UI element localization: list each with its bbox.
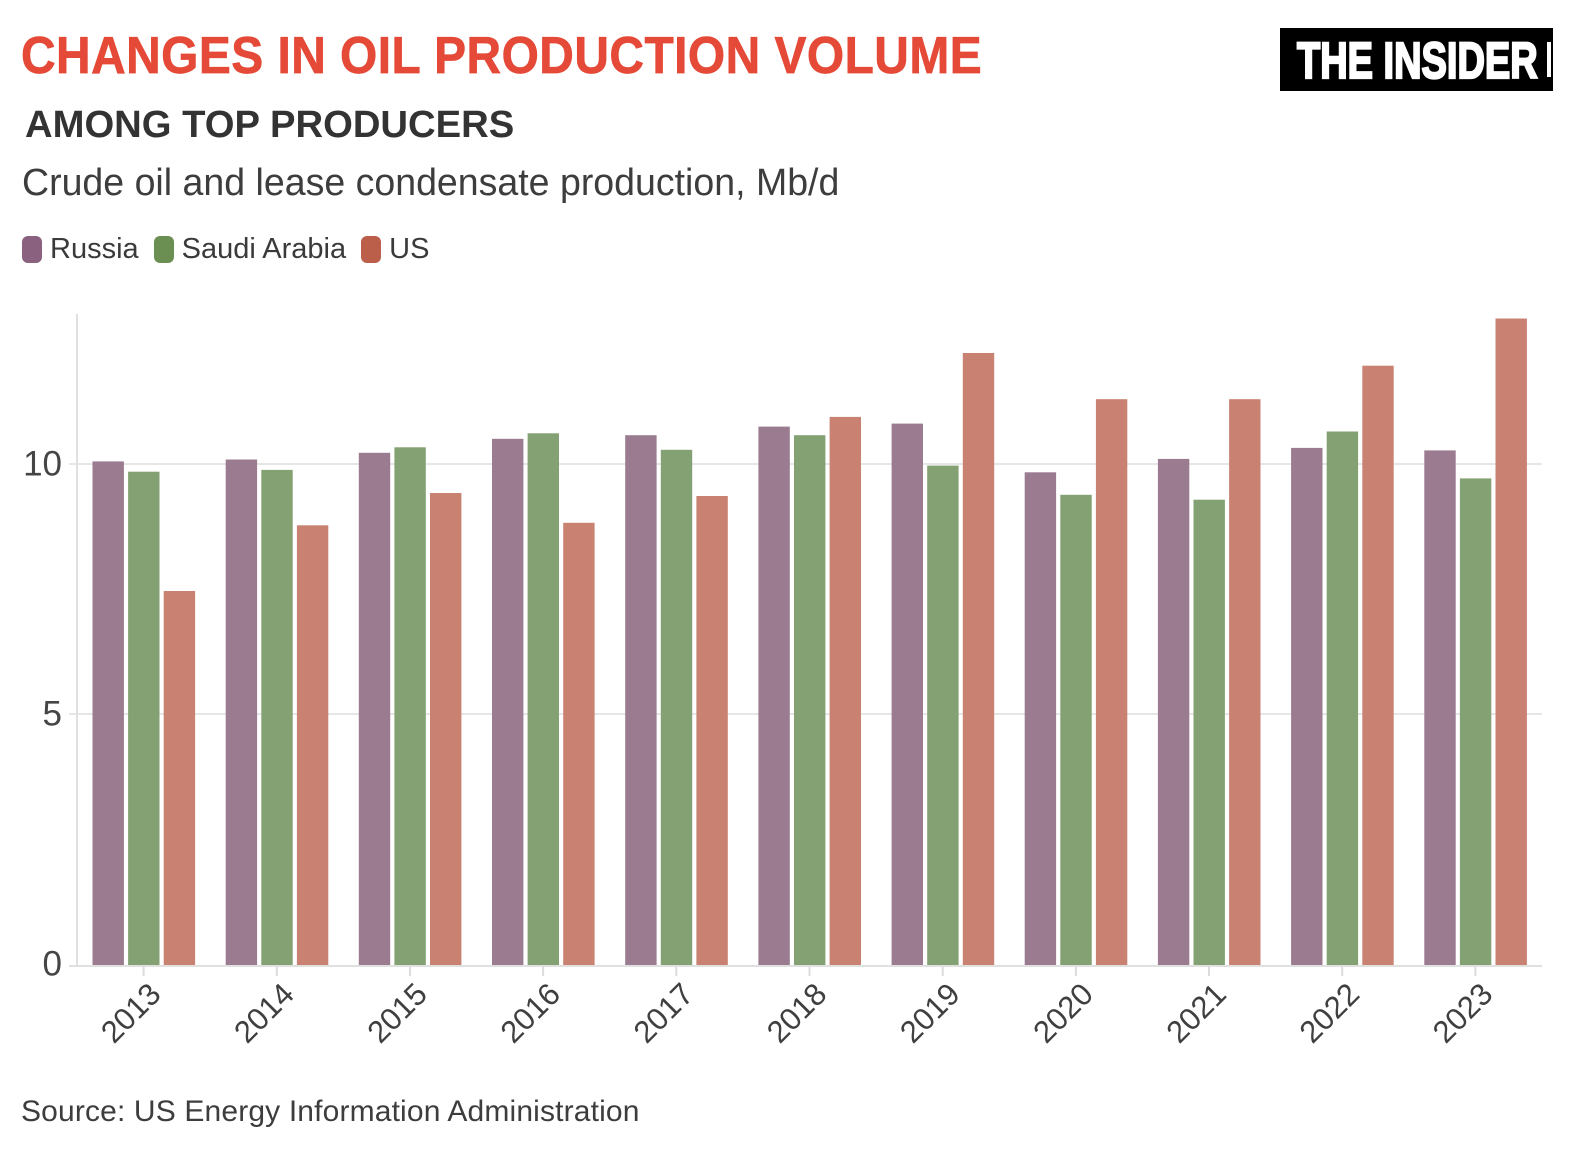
svg-text:2017: 2017 [627,976,701,1050]
svg-text:2020: 2020 [1026,976,1100,1050]
svg-text:2018: 2018 [760,976,834,1050]
svg-text:2019: 2019 [893,976,967,1050]
svg-text:2014: 2014 [227,976,301,1050]
svg-text:2021: 2021 [1159,976,1233,1050]
svg-text:2013: 2013 [94,976,168,1050]
svg-text:2015: 2015 [360,976,434,1050]
svg-text:0: 0 [43,945,62,984]
svg-text:10: 10 [23,445,62,484]
svg-text:2023: 2023 [1426,976,1500,1050]
svg-text:5: 5 [43,695,62,734]
svg-text:2022: 2022 [1293,976,1367,1050]
svg-text:2016: 2016 [494,976,568,1050]
